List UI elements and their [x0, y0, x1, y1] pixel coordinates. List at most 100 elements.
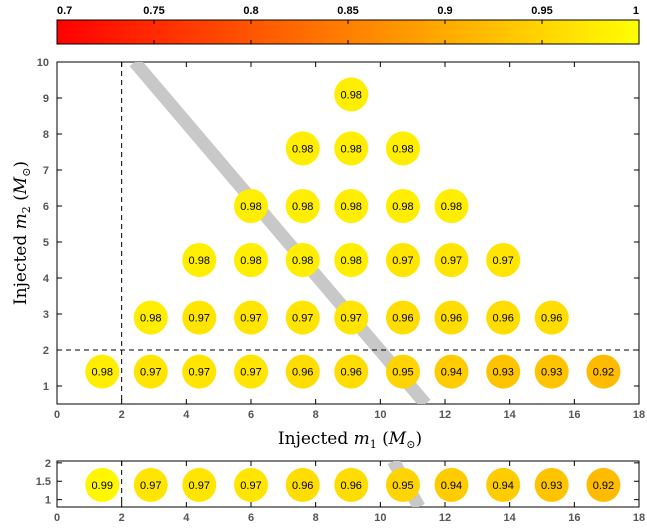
data-point-marker — [385, 243, 420, 277]
equal-mass-band — [129, 62, 431, 404]
data-point-marker — [334, 77, 369, 112]
data-point-marker — [434, 189, 469, 223]
data-point: 0.97 — [133, 354, 168, 389]
data-point-label: 0.94 — [492, 480, 513, 492]
x-tick-label: 18 — [633, 409, 645, 421]
colorbar-ticks: 0.7 0.75 0.8 0.85 0.9 0.95 1 — [56, 5, 640, 44]
data-point-label: 0.98 — [341, 255, 362, 267]
data-point-label: 0.92 — [593, 480, 614, 492]
data-point-marker — [586, 354, 621, 389]
data-point-label: 0.98 — [341, 89, 362, 101]
data-point: 0.98 — [334, 243, 369, 277]
sub-plot-area: 0.99 0.97 0.97 0.97 0.96 0.96 0.95 0.94 0.94 0.93… — [85, 461, 621, 507]
data-point-marker — [334, 131, 369, 166]
data-point-label: 0.97 — [189, 313, 210, 325]
data-point-marker — [334, 243, 369, 277]
data-point: 0.98 — [182, 243, 217, 277]
data-point: 0.96 — [285, 467, 320, 502]
y-tick-label: 7 — [43, 165, 49, 177]
data-point: 0.94 — [434, 467, 469, 502]
data-point-marker — [234, 354, 268, 389]
data-point-label: 0.96 — [292, 480, 313, 492]
data-point: 0.98 — [285, 189, 320, 223]
data-point-label: 0.98 — [92, 367, 113, 379]
data-point: 0.95 — [385, 467, 420, 502]
data-point: 0.97 — [285, 300, 320, 335]
data-point-label: 0.96 — [341, 367, 362, 379]
data-point-marker — [133, 300, 168, 335]
data-point: 0.98 — [133, 300, 168, 335]
x-tick-label: 16 — [568, 409, 580, 421]
data-point: 0.94 — [486, 467, 521, 502]
data-point: 0.97 — [234, 467, 268, 502]
data-point-label: 0.92 — [593, 367, 614, 379]
x-tick-label: 0 — [54, 409, 60, 421]
data-point-label: 0.96 — [441, 313, 462, 325]
data-point-label: 0.99 — [92, 480, 113, 492]
sub-axis-ticks: 0 2 4 6 8 10 12 14 16 18 1 1.5 2 — [36, 458, 645, 524]
data-point-marker — [285, 131, 320, 166]
y-tick-label: 4 — [43, 273, 50, 285]
data-point: 0.96 — [334, 354, 369, 389]
data-point-label: 0.97 — [240, 367, 261, 379]
data-point-marker — [486, 243, 521, 277]
colorbar-tick-label: 0.9 — [437, 5, 452, 17]
data-point: 0.98 — [385, 189, 420, 223]
data-point: 0.97 — [234, 300, 268, 335]
data-point-label: 0.96 — [392, 313, 413, 325]
data-point-marker — [385, 354, 420, 389]
data-point: 0.98 — [234, 243, 268, 277]
data-point-marker — [385, 189, 420, 223]
data-point-marker — [534, 467, 569, 502]
y-tick-label: 9 — [43, 93, 49, 105]
x-tick-label: 14 — [504, 512, 517, 524]
data-point: 0.93 — [534, 354, 569, 389]
data-point-label: 0.98 — [189, 255, 210, 267]
data-point-label: 0.98 — [392, 143, 413, 155]
data-point-marker — [234, 189, 268, 223]
data-point: 0.97 — [234, 354, 268, 389]
data-point-marker — [182, 354, 217, 389]
data-point-label: 0.96 — [341, 480, 362, 492]
main-plot-frame — [56, 61, 640, 405]
data-point-label: 0.96 — [541, 313, 562, 325]
data-point-label: 0.93 — [541, 480, 562, 492]
data-point-label: 0.97 — [140, 367, 161, 379]
data-point-label: 0.97 — [240, 480, 261, 492]
data-point: 0.99 — [85, 467, 120, 502]
x-tick-label: 4 — [183, 409, 190, 421]
data-point-label: 0.98 — [292, 143, 313, 155]
data-point-label: 0.98 — [292, 255, 313, 267]
y-tick-label: 2 — [43, 345, 49, 357]
colorbar-tick-label: 0.8 — [243, 5, 258, 17]
data-point-marker — [334, 467, 369, 502]
data-point-marker — [486, 467, 521, 502]
x-tick-label: 6 — [248, 409, 254, 421]
data-point: 0.98 — [285, 131, 320, 166]
data-point: 0.94 — [434, 354, 469, 389]
data-point-marker — [434, 243, 469, 277]
data-point-label: 0.98 — [341, 143, 362, 155]
data-point-marker — [182, 467, 217, 502]
data-point-marker — [182, 243, 217, 277]
colorbar-tick-label: 0.85 — [337, 5, 358, 17]
data-point-marker — [434, 354, 469, 389]
data-point: 0.96 — [285, 354, 320, 389]
x-tick-label: 14 — [504, 409, 517, 421]
x-tick-label: 8 — [313, 512, 319, 524]
data-point-label: 0.96 — [292, 367, 313, 379]
data-point-label: 0.94 — [441, 367, 462, 379]
data-point-marker — [434, 300, 469, 335]
data-point-marker — [434, 467, 469, 502]
data-point-label: 0.97 — [292, 313, 313, 325]
main-y-axis-title: Injected m2 (M⊙) — [11, 161, 33, 305]
data-point-marker — [334, 354, 369, 389]
data-point-label: 0.97 — [240, 313, 261, 325]
data-point-marker — [285, 189, 320, 223]
data-point-marker — [534, 354, 569, 389]
data-point-marker — [285, 467, 320, 502]
data-point: 0.96 — [385, 300, 420, 335]
data-point: 0.97 — [334, 300, 369, 335]
